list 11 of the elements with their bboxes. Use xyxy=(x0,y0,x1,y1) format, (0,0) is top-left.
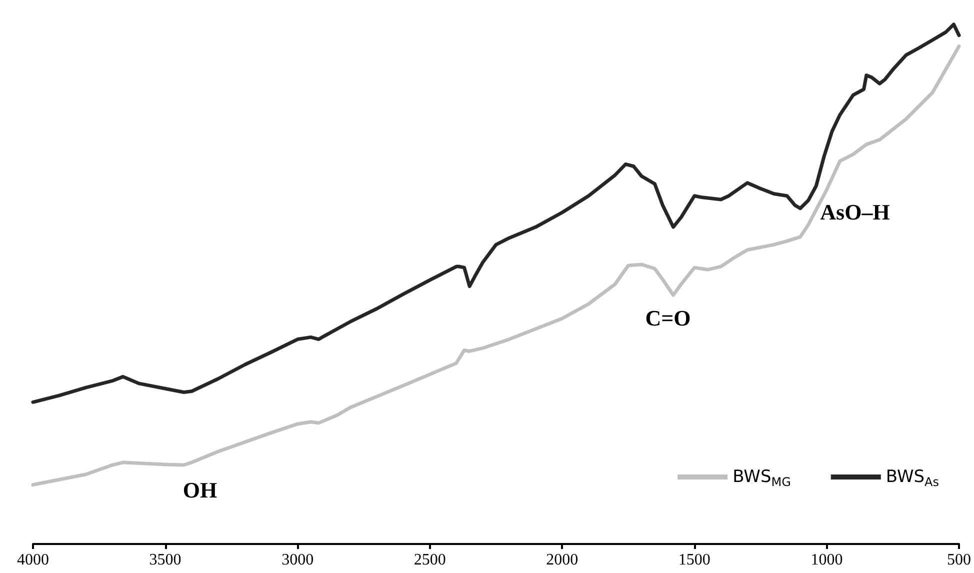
x-tick-label: 2500 xyxy=(414,552,446,568)
x-tick-label: 3000 xyxy=(282,552,314,568)
x-tick-label: 1500 xyxy=(678,552,710,568)
annotation: C=O xyxy=(645,306,691,330)
x-tick-label: 500 xyxy=(947,552,971,568)
x-tick-label: 4000 xyxy=(17,552,49,568)
x-tick-label: 3500 xyxy=(149,552,182,568)
x-tick-label: 2000 xyxy=(546,552,578,568)
x-tick-label: 1000 xyxy=(810,552,843,568)
annotation: AsO–H xyxy=(820,200,890,224)
annotation: OH xyxy=(182,478,218,502)
